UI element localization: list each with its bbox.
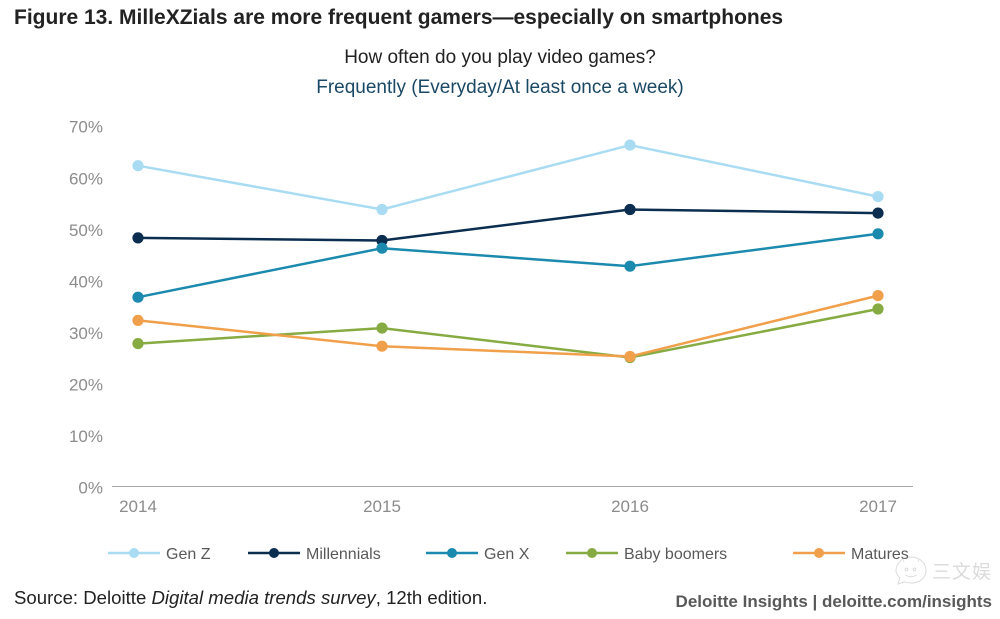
svg-text:Baby boomers: Baby boomers bbox=[624, 546, 727, 563]
svg-text:70%: 70% bbox=[69, 118, 103, 137]
svg-text:50%: 50% bbox=[69, 221, 103, 240]
svg-text:20%: 20% bbox=[69, 376, 103, 395]
svg-text:Gen Z: Gen Z bbox=[166, 546, 211, 563]
svg-text:2016: 2016 bbox=[611, 497, 649, 516]
svg-text:0%: 0% bbox=[78, 479, 103, 498]
svg-text:2017: 2017 bbox=[859, 497, 897, 516]
svg-text:Millennials: Millennials bbox=[306, 546, 381, 563]
svg-text:60%: 60% bbox=[69, 169, 103, 188]
svg-text:10%: 10% bbox=[69, 427, 103, 446]
svg-text:2015: 2015 bbox=[363, 497, 401, 516]
svg-text:2014: 2014 bbox=[119, 497, 157, 516]
svg-text:Gen X: Gen X bbox=[484, 546, 530, 563]
svg-text:40%: 40% bbox=[69, 272, 103, 291]
svg-text:30%: 30% bbox=[69, 324, 103, 343]
